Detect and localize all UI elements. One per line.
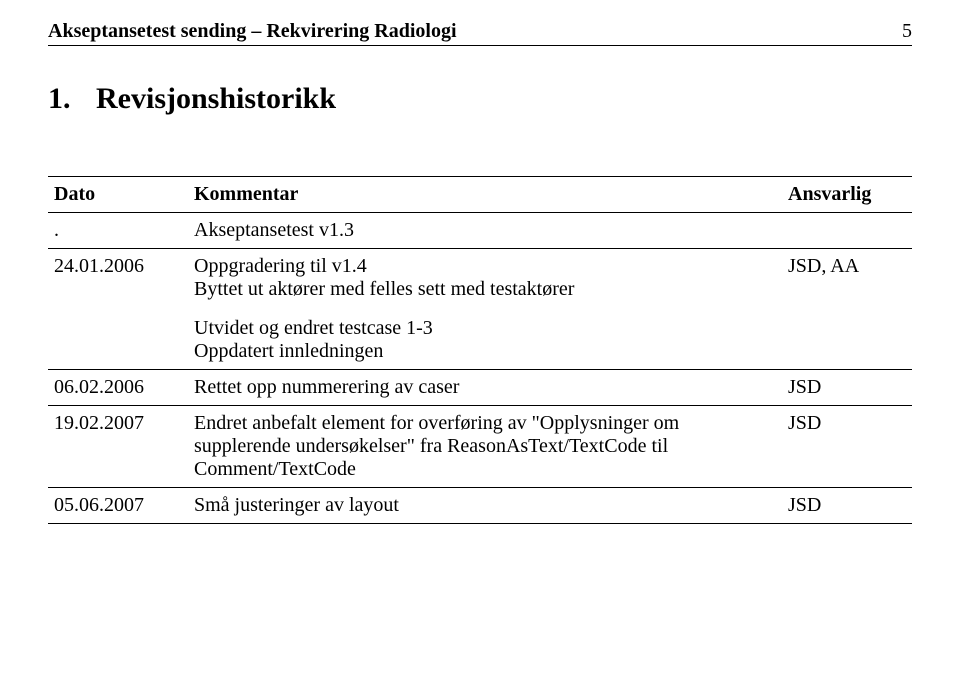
cell-kommentar: Oppgradering til v1.4Byttet ut aktører m…	[188, 249, 782, 370]
section-heading: 1.Revisjonshistorikk	[48, 82, 912, 116]
cell-dato: 19.02.2007	[48, 406, 188, 488]
col-ansvarlig: Ansvarlig	[782, 177, 912, 213]
cell-ansvarlig: JSD	[782, 406, 912, 488]
revision-table: Dato Kommentar Ansvarlig .Akseptansetest…	[48, 176, 912, 524]
table-body: .Akseptansetest v1.324.01.2006Oppgraderi…	[48, 213, 912, 524]
cell-ansvarlig: JSD, AA	[782, 249, 912, 370]
cell-ansvarlig	[782, 213, 912, 249]
page: Akseptansetest sending – Rekvirering Rad…	[0, 0, 960, 680]
col-dato: Dato	[48, 177, 188, 213]
cell-kommentar: Små justeringer av layout	[188, 488, 782, 524]
table-row: 19.02.2007Endret anbefalt element for ov…	[48, 406, 912, 488]
table-row: 24.01.2006Oppgradering til v1.4Byttet ut…	[48, 249, 912, 370]
table-row: 05.06.2007Små justeringer av layoutJSD	[48, 488, 912, 524]
table-header-row: Dato Kommentar Ansvarlig	[48, 177, 912, 213]
section-title-text: Revisjonshistorikk	[96, 82, 336, 115]
cell-kommentar: Akseptansetest v1.3	[188, 213, 782, 249]
header-title: Akseptansetest sending – Rekvirering Rad…	[48, 20, 457, 43]
kommentar-paragraph: Utvidet og endret testcase 1-3Oppdatert …	[194, 317, 772, 363]
kommentar-paragraph: Oppgradering til v1.4Byttet ut aktører m…	[194, 255, 772, 301]
table-row: 06.02.2006Rettet opp nummerering av case…	[48, 370, 912, 406]
cell-ansvarlig: JSD	[782, 488, 912, 524]
section-number: 1.	[48, 82, 96, 116]
cell-ansvarlig: JSD	[782, 370, 912, 406]
cell-kommentar: Rettet opp nummerering av caser	[188, 370, 782, 406]
cell-dato: 06.02.2006	[48, 370, 188, 406]
cell-dato: .	[48, 213, 188, 249]
col-kommentar: Kommentar	[188, 177, 782, 213]
cell-dato: 24.01.2006	[48, 249, 188, 370]
page-header: Akseptansetest sending – Rekvirering Rad…	[48, 20, 912, 46]
table-row: .Akseptansetest v1.3	[48, 213, 912, 249]
cell-dato: 05.06.2007	[48, 488, 188, 524]
header-page-number: 5	[902, 20, 912, 43]
cell-kommentar: Endret anbefalt element for overføring a…	[188, 406, 782, 488]
